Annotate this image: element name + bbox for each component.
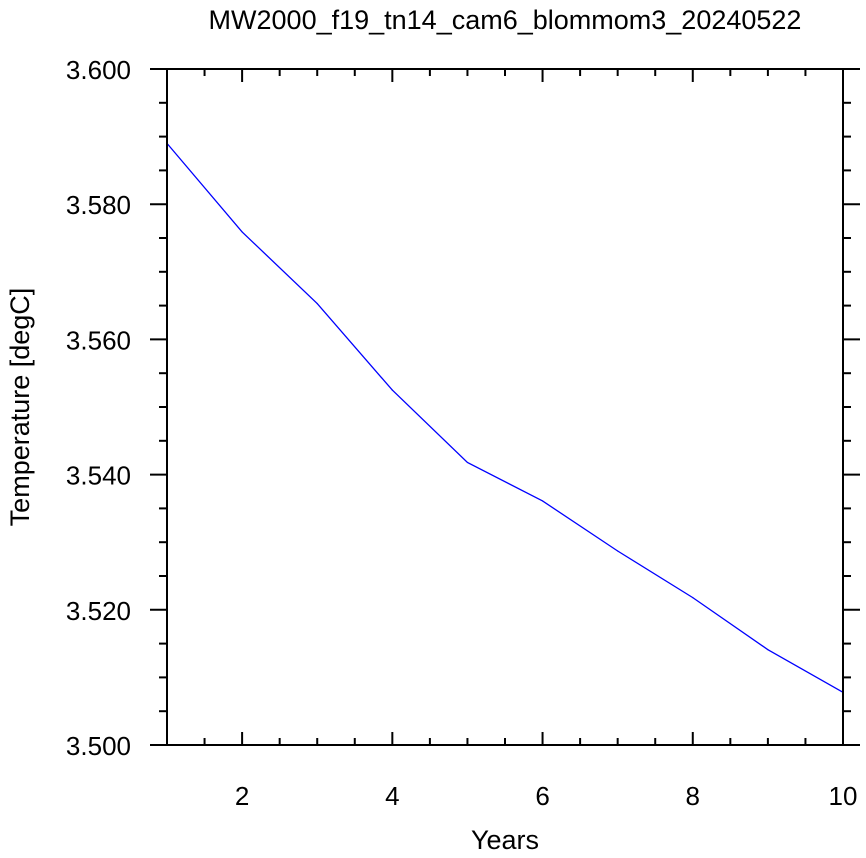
x-tick-label: 6 xyxy=(535,781,549,811)
y-tick-label: 3.600 xyxy=(66,55,131,85)
y-tick-label: 3.540 xyxy=(66,461,131,491)
x-tick-label: 10 xyxy=(829,781,858,811)
data-point xyxy=(692,597,694,599)
y-tick-label: 3.520 xyxy=(66,596,131,626)
chart-title: MW2000_f19_tn14_cam6_blommom3_20240522 xyxy=(209,5,802,35)
x-tick-label: 4 xyxy=(385,781,399,811)
data-point xyxy=(466,461,469,464)
y-tick-label: 3.560 xyxy=(66,325,131,355)
y-tick-label: 3.500 xyxy=(66,731,131,761)
data-point xyxy=(391,389,393,391)
data-point xyxy=(241,231,243,233)
data-point xyxy=(541,500,544,502)
x-axis-title: Years xyxy=(471,825,539,855)
y-axis-title: Temperature [degC] xyxy=(5,288,35,527)
series-layer xyxy=(166,142,844,693)
y-tick-label: 3.580 xyxy=(66,190,131,220)
x-tick-label: 8 xyxy=(686,781,700,811)
plot-frame xyxy=(166,68,844,746)
axis-ticks xyxy=(150,68,860,746)
data-point xyxy=(767,649,769,651)
data-point xyxy=(617,550,619,552)
data-point xyxy=(316,302,318,305)
tick-labels: 2 4 6 8 10 3.500 3.520 3.540 3.560 3.580 3.600 xyxy=(66,55,858,811)
series-line xyxy=(166,142,844,693)
x-tick-label: 2 xyxy=(235,781,249,811)
